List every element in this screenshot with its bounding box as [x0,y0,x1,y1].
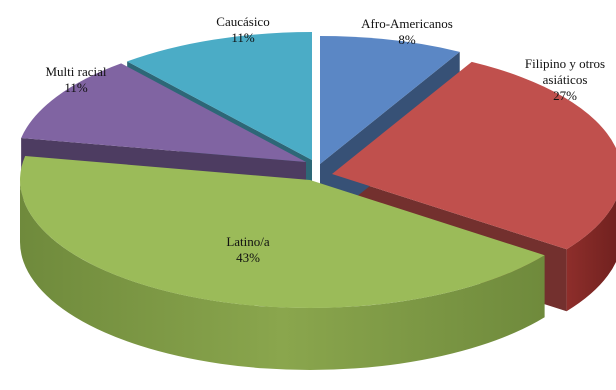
slice-latino-a [20,156,545,308]
data-label-filipino-y-otros-asiaticos: 27% [553,88,577,103]
slice-multi-racial [21,63,307,162]
category-label-filipino-y-otros-asiaticos: Filipino y otros [525,56,605,71]
pie-3d-tops [20,32,616,308]
slice-afro-americanos [320,36,460,164]
data-label-latino-a: 43% [236,250,260,265]
data-label-afro-americanos: 8% [398,32,416,47]
slice-filipino-y-otros-asiaticos [332,61,616,250]
category-label-caucasico: Caucásico [216,14,269,29]
category-label-multi-racial: Multi racial [45,64,106,79]
data-label-multi-racial: 11% [64,80,88,95]
slice-side-latino-a [20,180,545,370]
category-label-latino-a: Latino/a [226,234,270,249]
data-label-caucasico: 11% [231,30,255,45]
category-label-filipino-y-otros-asiaticos: asiáticos [543,72,588,87]
slice-side-filipino-y-otros-asiaticos [566,199,616,312]
category-label-afro-americanos: Afro-Americanos [361,16,453,31]
slice-caucasico [127,32,313,160]
